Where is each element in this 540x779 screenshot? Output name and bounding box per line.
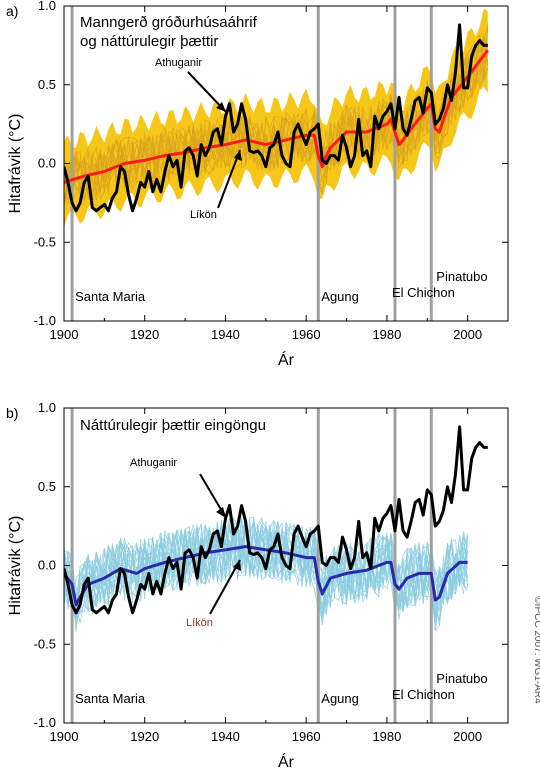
volcano-label: Agung	[321, 691, 359, 706]
panel-title-line2: og náttúrulegir þættir	[80, 33, 218, 50]
observed-line	[64, 425, 488, 615]
x-tick-label: 1940	[211, 729, 240, 744]
x-tick-label: 1980	[372, 729, 401, 744]
x-tick-label: 1900	[50, 327, 79, 342]
model-run-line	[64, 56, 489, 202]
observed-arrow-head	[216, 507, 226, 518]
model-mean-line	[64, 545, 468, 607]
observed-label: Athuganir	[155, 57, 202, 69]
model-arrow-head	[234, 150, 242, 161]
model-arrow-head	[233, 560, 241, 571]
observed-line	[64, 23, 488, 213]
x-tick-label: 1920	[130, 729, 159, 744]
plot-area	[64, 408, 488, 723]
y-tick-label: -1.0	[34, 313, 56, 328]
panel-title-line1: Manngerð gróðurhúsaáhrif	[80, 14, 258, 31]
volcano-label: El Chichon	[392, 687, 455, 702]
panel-title: Náttúrulegir þættir eingöngu	[80, 417, 266, 434]
y-tick-label: 1.0	[38, 400, 56, 415]
volcano-label: Pinatubo	[436, 269, 487, 284]
model-run-line	[64, 526, 468, 626]
x-axis-title: Ár	[278, 350, 295, 369]
x-tick-label: 1940	[211, 327, 240, 342]
volcano-label: Pinatubo	[436, 671, 487, 686]
y-tick-label: 0.5	[38, 77, 56, 92]
y-tick-label: 0.0	[38, 558, 56, 573]
panel_a: 1900 1920 1940 1960 1980 2000 -1.0 -0.5 0.0 0.5 1.…	[6, 0, 509, 369]
y-axis-title: Hitafrávik (°C)	[7, 114, 24, 214]
model-arrow	[217, 149, 241, 209]
volcano-label: Santa Maria	[75, 289, 146, 304]
x-tick-label: 1960	[292, 729, 321, 744]
model-run-line	[64, 26, 489, 201]
x-tick-label: 2000	[453, 729, 482, 744]
volcano-label: El Chichon	[392, 285, 455, 300]
plot-area	[64, 6, 489, 321]
y-tick-label: 1.0	[38, 0, 56, 13]
y-tick-label: -0.5	[34, 636, 56, 651]
observed-arrow-head	[216, 102, 226, 112]
model-run-line	[64, 517, 468, 623]
x-tick-label: 1980	[372, 327, 401, 342]
y-tick-label: -1.0	[34, 715, 56, 730]
credit-text: ©IPCC 2007: WG1-AR4	[532, 596, 540, 704]
panel_b: 1900 1920 1940 1960 1980 2000 -1.0 -0.5 0.0 0.5 1.…	[6, 400, 509, 771]
model-run-line	[64, 53, 489, 205]
model-label: Líkön	[190, 209, 217, 221]
volcano-label: Agung	[321, 289, 359, 304]
model-run-line	[64, 520, 468, 623]
y-tick-label: -0.5	[34, 234, 56, 249]
panel-label: a)	[6, 3, 18, 19]
model-run-line	[64, 34, 489, 200]
x-tick-label: 1960	[292, 327, 321, 342]
y-tick-label: 0.0	[38, 156, 56, 171]
model-label: Líkön	[186, 617, 213, 629]
y-axis-title: Hitafrávik (°C)	[7, 516, 24, 616]
panel-label: b)	[6, 405, 18, 421]
x-tick-label: 2000	[453, 327, 482, 342]
x-axis-title: Ár	[278, 752, 295, 771]
x-tick-label: 1900	[50, 729, 79, 744]
model-arrow	[209, 559, 241, 615]
y-tick-label: 0.5	[38, 479, 56, 494]
x-tick-label: 1920	[130, 327, 159, 342]
volcano-label: Santa Maria	[75, 691, 146, 706]
observed-label: Athuganir	[130, 457, 177, 469]
